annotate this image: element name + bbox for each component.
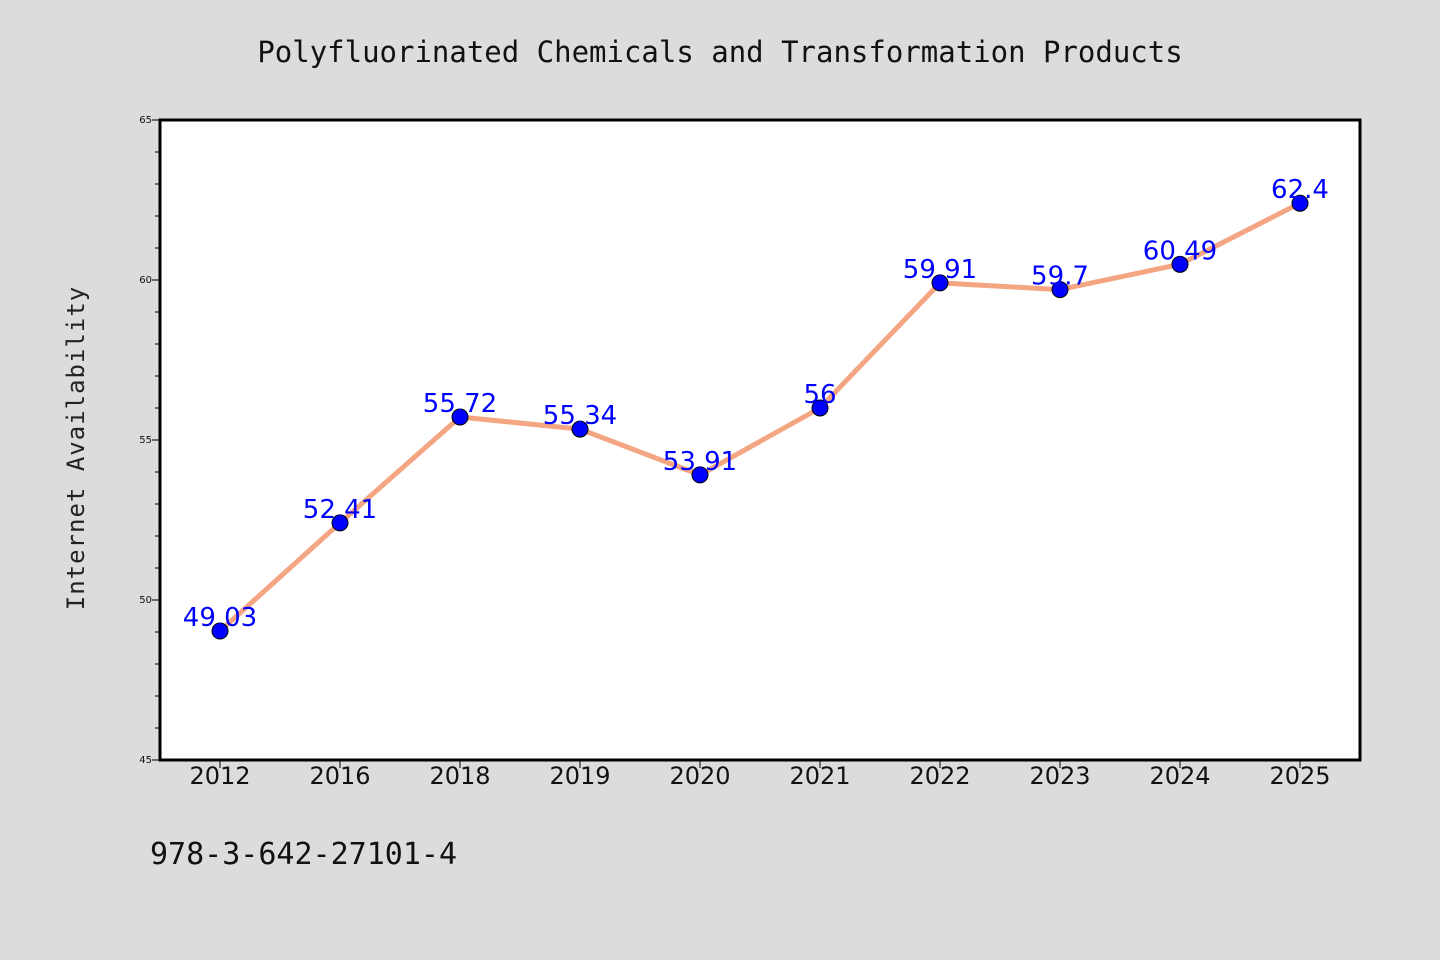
x-tick-label: 2024 (1149, 762, 1210, 790)
plot-frame (158, 118, 1362, 762)
chart-title: Polyfluorinated Chemicals and Transforma… (257, 35, 1182, 69)
isbn-footer: 978-3-642-27101-4 (150, 837, 457, 872)
data-label: 62.4 (1271, 175, 1329, 205)
data-label: 60.49 (1143, 236, 1217, 266)
y-tick-label: 60 (139, 275, 152, 286)
data-label: 49.03 (183, 603, 257, 633)
x-tick-label: 2023 (1029, 762, 1090, 790)
data-labels: 49.03 52.41 55.72 55.34 53.91 56 59.91 59.7 60.4… (183, 175, 1329, 633)
data-label: 52.41 (303, 495, 377, 525)
x-tick-label: 2012 (189, 762, 250, 790)
x-tick-label: 2018 (429, 762, 490, 790)
x-tick-label: 2021 (789, 762, 850, 790)
data-point (571, 420, 589, 438)
data-label: 59.7 (1031, 262, 1089, 292)
y-axis-label: Internet Availability (62, 286, 90, 610)
y-axis: 45 50 55 60 65 (139, 115, 160, 766)
x-tick-label: 2019 (549, 762, 610, 790)
x-tick-label: 2022 (909, 762, 970, 790)
x-tick-label: 2016 (309, 762, 370, 790)
x-axis: 2012 2016 2018 2019 2020 2021 2022 2023 2024 2025 (189, 760, 1331, 790)
data-point (1051, 281, 1069, 299)
y-tick-label: 45 (139, 755, 152, 766)
data-label: 53.91 (663, 447, 737, 477)
y-tick-label: 55 (139, 435, 152, 446)
series-line (217, 200, 1303, 634)
data-point (691, 466, 709, 484)
data-point (451, 408, 469, 426)
data-point (1291, 194, 1309, 212)
x-tick-label: 2025 (1269, 762, 1330, 790)
data-label: 56 (803, 380, 836, 410)
x-tick-label: 2020 (669, 762, 730, 790)
data-point (931, 274, 949, 292)
data-label: 55.72 (423, 389, 497, 419)
data-point (1171, 255, 1189, 273)
data-point (211, 622, 229, 640)
y-tick-label: 65 (139, 115, 152, 126)
data-point (811, 399, 829, 417)
y-tick-label: 50 (139, 595, 152, 606)
data-label: 59.91 (903, 255, 977, 285)
data-label: 55.34 (543, 401, 617, 431)
data-point (331, 514, 349, 532)
series-markers (211, 194, 1309, 640)
